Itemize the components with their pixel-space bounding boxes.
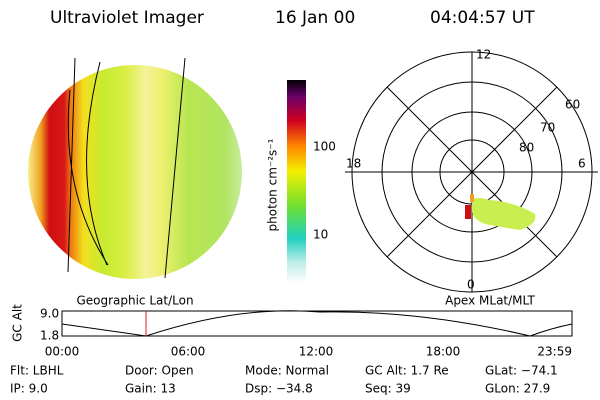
timeline-xtick: 12:00 [299,345,334,359]
date: 16 Jan 00 [275,8,355,28]
mlt-label: 6 [578,157,586,171]
mlt-label: 12 [476,48,491,62]
timeline-xtick: 18:00 [426,345,461,359]
mlt-label: 18 [346,157,361,171]
lat-label: 80 [519,141,534,155]
info-item: Gain: 13 [125,382,176,396]
timeline [61,310,573,337]
colorbar [287,80,306,283]
info-item: Flt: LBHL [10,364,64,378]
globe-image [28,57,242,279]
timeline-ylabel: GC Alt [11,304,25,342]
info-item: GLon: 27.9 [485,382,550,396]
info-item: Door: Open [125,364,194,378]
info-item: Dsp: −34.8 [245,382,313,396]
timeline-ytick: 1.8 [40,329,59,343]
info-item: Mode: Normal [245,364,329,378]
colorbar-tick: 100 [313,140,336,154]
colorbar-label: photon cm⁻²s⁻¹ [266,138,280,231]
timeline-xtick: 06:00 [171,345,206,359]
colorbar-tick: 10 [313,228,328,242]
title: Ultraviolet Imager [50,8,204,28]
timeline-xtick: 23:59 [537,345,572,359]
time: 04:04:57 UT [430,8,535,28]
info-block: Flt: LBHL Door: Open Mode: Normal GC Alt: 1… [10,364,558,396]
image-caption: Geographic Lat/Lon [76,294,193,308]
mlt-label: 0 [467,278,475,292]
timeline-xtick: 00:00 [45,345,80,359]
info-item: GLat: −74.1 [485,364,558,378]
polar-grid [345,51,598,293]
info-item: GC Alt: 1.7 Re [365,364,449,378]
polar-caption: Apex MLat/MLT [445,294,535,308]
timeline-ytick: 9.0 [40,307,59,321]
lat-label: 60 [565,98,580,112]
info-item: IP: 9.0 [10,382,48,396]
info-item: Seq: 39 [365,382,411,396]
lat-label: 70 [540,121,555,135]
